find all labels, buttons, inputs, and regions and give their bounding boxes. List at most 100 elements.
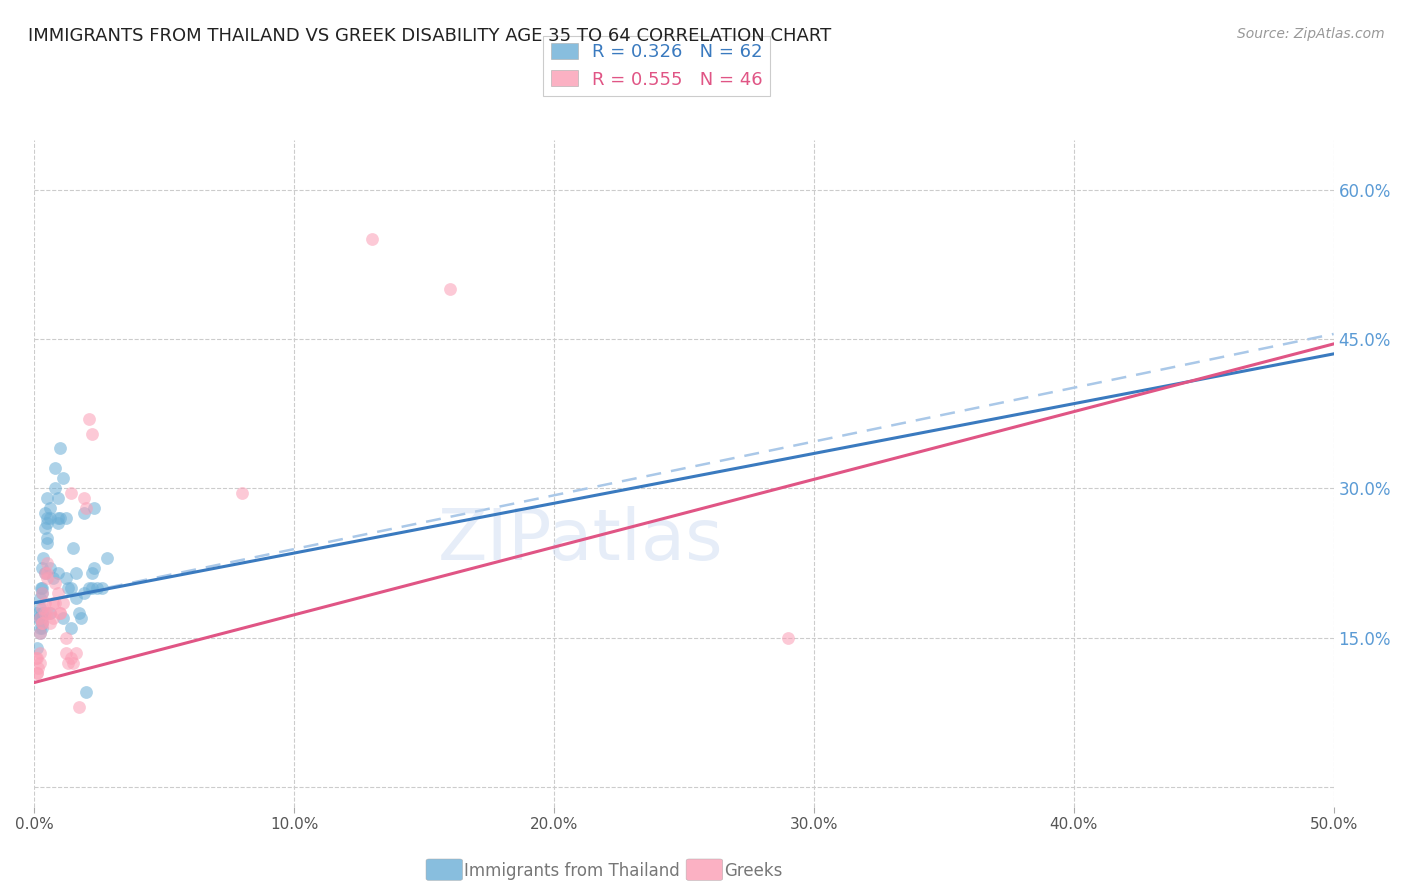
- Point: [31, 615, 53, 630]
- Point: [37, 516, 59, 531]
- Point: [231, 486, 253, 500]
- Point: [73, 491, 96, 506]
- Point: [34, 596, 56, 610]
- Point: [31, 586, 53, 600]
- Point: [34, 566, 56, 580]
- Point: [86, 581, 108, 595]
- Point: [439, 282, 461, 296]
- Point: [73, 506, 96, 520]
- Point: [28, 625, 51, 640]
- Point: [46, 511, 69, 525]
- Point: [75, 685, 97, 699]
- Point: [24, 606, 46, 620]
- Point: [59, 621, 82, 635]
- Point: [80, 581, 103, 595]
- Point: [31, 621, 53, 635]
- Point: [77, 411, 100, 425]
- Point: [34, 521, 56, 535]
- Point: [776, 631, 799, 645]
- Point: [70, 611, 93, 625]
- Point: [55, 511, 77, 525]
- Legend: R = 0.326   N = 62, R = 0.555   N = 46: R = 0.326 N = 62, R = 0.555 N = 46: [543, 36, 770, 95]
- Point: [49, 606, 72, 620]
- Point: [25, 650, 48, 665]
- Point: [37, 536, 59, 550]
- Point: [49, 442, 72, 456]
- Point: [62, 541, 84, 555]
- Point: [52, 596, 75, 610]
- Point: [34, 606, 56, 620]
- Point: [34, 566, 56, 580]
- Point: [41, 571, 63, 585]
- Point: [28, 621, 51, 635]
- Point: [83, 561, 105, 575]
- Point: [55, 646, 77, 660]
- Point: [46, 566, 69, 580]
- Point: [27, 660, 49, 674]
- Point: [37, 556, 59, 570]
- Point: [34, 506, 56, 520]
- Point: [39, 511, 62, 525]
- Point: [77, 581, 100, 595]
- Point: [96, 551, 118, 566]
- Point: [46, 516, 69, 531]
- Point: [55, 631, 77, 645]
- Point: [59, 486, 82, 500]
- Point: [52, 611, 75, 625]
- Point: [49, 511, 72, 525]
- Point: [24, 650, 46, 665]
- Point: [39, 615, 62, 630]
- Point: [39, 606, 62, 620]
- Point: [31, 586, 53, 600]
- Point: [25, 640, 48, 655]
- Point: [31, 615, 53, 630]
- Point: [44, 596, 66, 610]
- Point: [65, 566, 87, 580]
- Point: [52, 471, 75, 485]
- Point: [28, 625, 51, 640]
- Point: [83, 501, 105, 516]
- Point: [44, 461, 66, 475]
- Point: [39, 561, 62, 575]
- Point: [31, 600, 53, 615]
- Point: [31, 611, 53, 625]
- Point: [28, 656, 51, 670]
- Point: [27, 611, 49, 625]
- Text: Greeks: Greeks: [724, 862, 783, 880]
- Point: [32, 551, 55, 566]
- Point: [56, 581, 79, 595]
- Point: [37, 606, 59, 620]
- Point: [361, 232, 384, 246]
- Point: [91, 581, 114, 595]
- Point: [28, 591, 51, 605]
- Point: [25, 665, 48, 680]
- Point: [31, 561, 53, 575]
- Point: [37, 531, 59, 545]
- Text: Source: ZipAtlas.com: Source: ZipAtlas.com: [1237, 27, 1385, 41]
- Point: [39, 606, 62, 620]
- Point: [37, 566, 59, 580]
- Point: [73, 586, 96, 600]
- Point: [28, 611, 51, 625]
- Point: [28, 600, 51, 615]
- Point: [75, 501, 97, 516]
- Point: [62, 656, 84, 670]
- Point: [41, 611, 63, 625]
- Point: [25, 665, 48, 680]
- Point: [80, 566, 103, 580]
- Point: [31, 615, 53, 630]
- Point: [67, 700, 90, 714]
- Point: [44, 575, 66, 590]
- Point: [37, 491, 59, 506]
- Point: [65, 591, 87, 605]
- Point: [37, 571, 59, 585]
- Text: ZIPatlas: ZIPatlas: [437, 506, 723, 574]
- Point: [56, 656, 79, 670]
- Point: [55, 571, 77, 585]
- Point: [31, 581, 53, 595]
- Point: [41, 596, 63, 610]
- Point: [39, 501, 62, 516]
- Point: [30, 581, 52, 595]
- Point: [67, 606, 90, 620]
- Point: [49, 606, 72, 620]
